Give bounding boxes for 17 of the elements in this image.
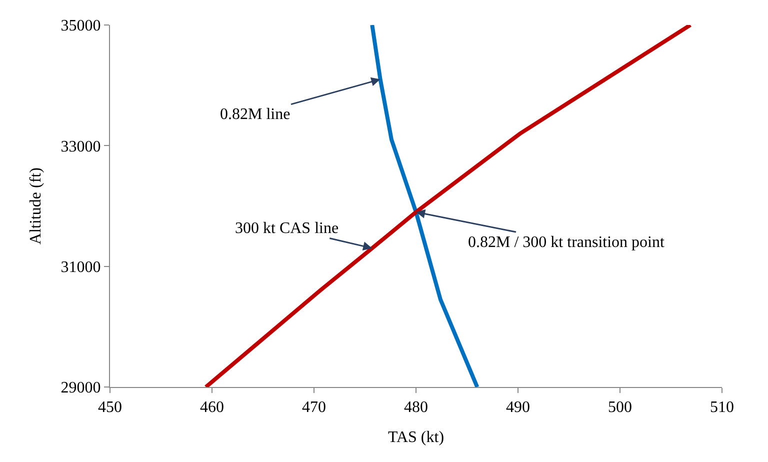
y-tick-label: 35000 — [60, 18, 101, 35]
annotation: 300 kt CAS line — [235, 220, 339, 237]
x-tick-label: 460 — [200, 399, 224, 416]
x-tick-label: 510 — [710, 399, 734, 416]
y-tick-label: 29000 — [60, 380, 101, 397]
x-tick-label: 490 — [506, 399, 530, 416]
x-tick-label: 480 — [404, 399, 428, 416]
x-axis-title: TAS (kt) — [388, 428, 444, 446]
x-tick-label: 500 — [608, 399, 632, 416]
y-tick-label: 31000 — [60, 258, 101, 276]
annotation: 0.82M / 300 kt transition point — [468, 234, 665, 251]
annotation: 0.82M line — [220, 106, 290, 123]
y-axis-title: Altitude (ft) — [28, 168, 45, 244]
y-tick-label: 33000 — [60, 138, 101, 156]
x-tick-label: 450 — [98, 399, 122, 416]
line-series — [204, 25, 692, 387]
x-tick-label: 470 — [302, 399, 326, 416]
